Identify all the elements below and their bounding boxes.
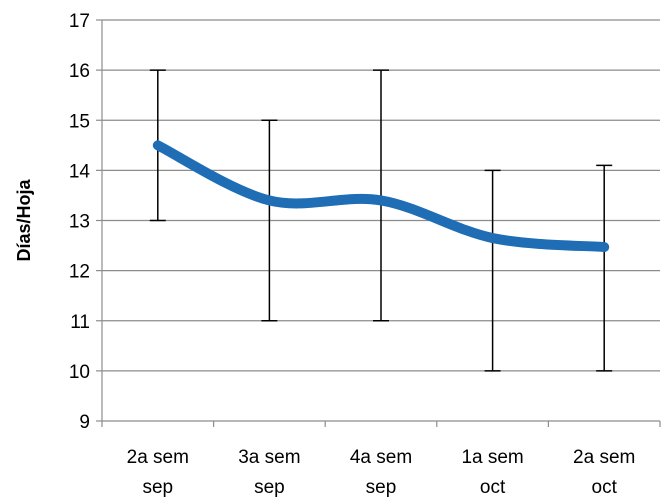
x-tick-label: 2a sem oct	[573, 447, 635, 498]
x-tick-label-line: sep	[366, 477, 397, 498]
x-tick-label-line: oct	[592, 477, 618, 498]
y-tick-label: 11	[70, 312, 90, 333]
error-bar	[484, 169, 501, 372]
y-tick-label: 10	[69, 362, 90, 383]
x-tick-label-line: 1a sem	[461, 447, 523, 468]
series-lines	[152, 140, 610, 253]
axes	[96, 19, 661, 427]
x-tick-label: 1a sem oct	[461, 447, 523, 498]
error-bar	[596, 164, 613, 372]
x-tick-label-line: sep	[142, 477, 173, 498]
x-tick-label-line: oct	[480, 477, 506, 498]
error-bars	[149, 69, 613, 372]
y-tick-label: 14	[69, 161, 91, 182]
y-axis-label: Días/Hoja	[14, 178, 34, 261]
y-tick-label: 9	[79, 412, 90, 433]
x-tick-label: 3a sem sep	[238, 447, 300, 498]
y-tick-label: 13	[69, 212, 90, 233]
x-tick-label: 2a sem sep	[127, 447, 189, 498]
x-tick-label: 4a sem sep	[350, 447, 412, 498]
y-tick-label: 17	[69, 11, 90, 32]
y-tick-label: 15	[69, 111, 90, 132]
series-line	[152, 140, 610, 253]
x-tick-label-line: 2a sem	[573, 447, 635, 468]
x-tick-label-line: 4a sem	[350, 447, 412, 468]
x-tick-label-line: 2a sem	[127, 447, 189, 468]
x-tick-label-line: sep	[254, 477, 285, 498]
x-tick-label-line: 3a sem	[238, 447, 300, 468]
error-bar	[261, 119, 278, 322]
y-tick-label: 12	[69, 262, 90, 283]
y-axis-ticks: 9 10 11 12 13 14 15 16 17	[69, 11, 91, 433]
y-tick-label: 16	[69, 61, 90, 82]
